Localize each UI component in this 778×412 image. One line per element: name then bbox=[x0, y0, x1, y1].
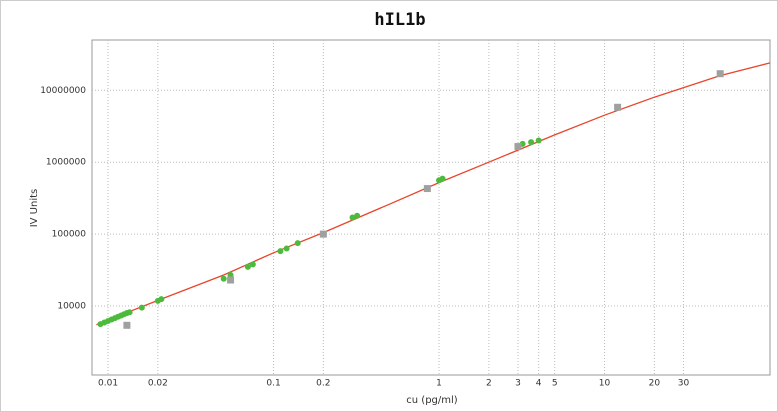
point bbox=[126, 309, 133, 316]
x-tick-label: 0.1 bbox=[266, 379, 280, 389]
point bbox=[138, 304, 145, 311]
x-tick-label: 0.02 bbox=[148, 379, 168, 389]
point bbox=[349, 214, 356, 221]
point bbox=[249, 261, 256, 268]
point bbox=[354, 212, 361, 219]
point bbox=[244, 263, 251, 270]
y-tick-label: 10000000 bbox=[40, 86, 86, 96]
y-tick-label: 10000 bbox=[57, 302, 86, 312]
point bbox=[220, 275, 227, 282]
point bbox=[514, 143, 522, 151]
point bbox=[158, 296, 165, 303]
x-tick-label: 1 bbox=[436, 379, 442, 389]
x-tick-label: 4 bbox=[536, 379, 542, 389]
point bbox=[439, 175, 446, 182]
point bbox=[283, 245, 290, 252]
x-tick-label: 2 bbox=[486, 379, 492, 389]
x-tick-label: 10 bbox=[599, 379, 611, 389]
point bbox=[535, 137, 542, 144]
point bbox=[614, 103, 622, 111]
x-tick-label: 0.2 bbox=[316, 379, 330, 389]
y-tick-label: 1000000 bbox=[46, 158, 86, 168]
x-tick-label: 5 bbox=[552, 379, 558, 389]
point bbox=[716, 70, 724, 78]
x-tick-label: 0.01 bbox=[98, 379, 118, 389]
x-axis-label: cu (pg/ml) bbox=[406, 395, 458, 406]
y-axis-label: IV Units bbox=[29, 189, 40, 228]
x-tick-label: 30 bbox=[678, 379, 690, 389]
x-tick-label: 20 bbox=[649, 379, 661, 389]
point bbox=[227, 276, 235, 284]
point bbox=[123, 321, 131, 329]
chart-title: hIL1b bbox=[374, 10, 425, 30]
y-tick-label: 100000 bbox=[52, 230, 87, 240]
point bbox=[319, 230, 327, 238]
point bbox=[227, 272, 234, 279]
point bbox=[423, 185, 431, 193]
point bbox=[294, 240, 301, 247]
point bbox=[277, 248, 284, 255]
point bbox=[528, 139, 535, 146]
x-tick-label: 3 bbox=[515, 379, 521, 389]
